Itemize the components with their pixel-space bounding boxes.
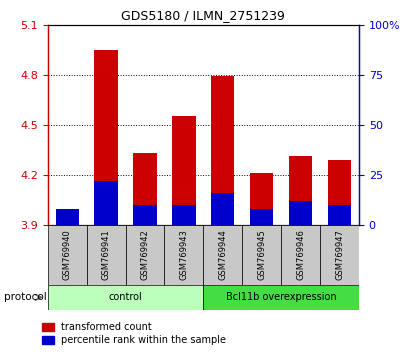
Bar: [289, 201, 312, 225]
Text: GSM769944: GSM769944: [218, 229, 227, 280]
Bar: [242, 225, 281, 285]
Bar: [133, 205, 157, 225]
Text: GSM769947: GSM769947: [335, 229, 344, 280]
Text: Bcl11b overexpression: Bcl11b overexpression: [226, 292, 337, 302]
Bar: [203, 285, 359, 310]
Bar: [289, 156, 312, 225]
Bar: [250, 173, 273, 225]
Bar: [211, 76, 234, 225]
Text: GSM769940: GSM769940: [63, 229, 72, 280]
Bar: [56, 209, 79, 225]
Text: GSM769943: GSM769943: [179, 229, 188, 280]
Bar: [281, 225, 320, 285]
Bar: [211, 193, 234, 225]
Bar: [250, 209, 273, 225]
Bar: [87, 225, 125, 285]
Bar: [172, 205, 195, 225]
Bar: [328, 205, 351, 225]
Bar: [320, 225, 359, 285]
Bar: [164, 225, 203, 285]
Bar: [95, 50, 118, 225]
Bar: [48, 285, 203, 310]
Title: GDS5180 / ILMN_2751239: GDS5180 / ILMN_2751239: [122, 9, 285, 22]
Bar: [328, 160, 351, 225]
Text: protocol: protocol: [4, 292, 47, 302]
Text: control: control: [109, 292, 142, 302]
Text: GSM769941: GSM769941: [102, 229, 110, 280]
Text: GSM769946: GSM769946: [296, 229, 305, 280]
Bar: [95, 181, 118, 225]
Bar: [133, 153, 157, 225]
Bar: [48, 225, 87, 285]
Text: GSM769942: GSM769942: [141, 229, 149, 280]
Bar: [172, 116, 195, 225]
Bar: [125, 225, 164, 285]
Bar: [56, 213, 79, 225]
Bar: [203, 225, 242, 285]
Legend: transformed count, percentile rank within the sample: transformed count, percentile rank withi…: [38, 319, 230, 349]
Text: GSM769945: GSM769945: [257, 229, 266, 280]
